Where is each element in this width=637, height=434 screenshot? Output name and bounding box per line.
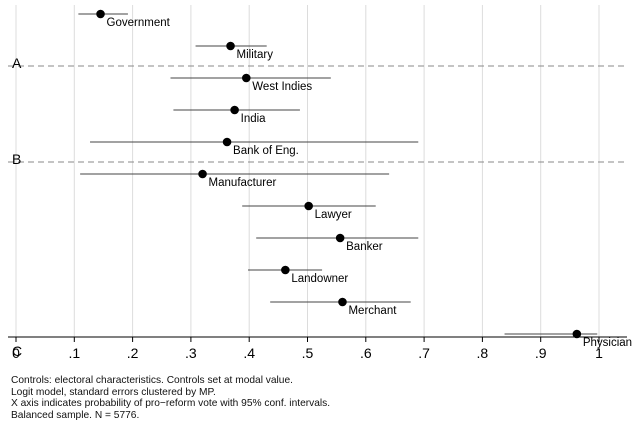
point-label: India: [241, 113, 267, 125]
note-line: Balanced sample. N = 5776.: [11, 409, 140, 421]
estimate-point: [222, 137, 232, 147]
point-label: Military: [237, 49, 274, 61]
x-axis: 0 .1 .2 .3 .4 .5 .6 .7 .8 .9 1: [12, 337, 603, 361]
x-tick-label: .6: [360, 345, 372, 361]
estimates: Government Military West Indies India Bank o…: [78, 9, 632, 349]
x-tick-label: .9: [535, 345, 547, 361]
plot-area: [8, 5, 627, 337]
point-label: Bank of Eng.: [233, 145, 299, 157]
x-tick-label: 1: [595, 345, 603, 361]
group-labels: A B C: [12, 55, 22, 359]
estimate-point: [96, 9, 105, 19]
estimate-point: [338, 297, 347, 307]
point-label: Banker: [346, 241, 383, 253]
x-tick-label: .4: [243, 345, 255, 361]
chart-notes: Controls: electoral characteristics. Con…: [11, 375, 330, 421]
point-label: West Indies: [252, 81, 312, 93]
note-line: Controls: electoral characteristics. Con…: [11, 375, 293, 386]
x-tick-label: .3: [185, 345, 197, 361]
estimate-point: [281, 265, 290, 275]
x-tick-label: 0: [12, 345, 20, 361]
x-tick-label: .5: [302, 345, 314, 361]
x-tick-label: .7: [418, 345, 430, 361]
estimate-point: [241, 73, 251, 83]
x-tick-label: .2: [127, 345, 139, 361]
group-label: A: [12, 55, 22, 71]
group-label: B: [12, 151, 21, 167]
point-label: Physician: [583, 337, 632, 349]
group-label: C: [12, 343, 22, 359]
estimate-point: [304, 201, 313, 211]
point-label: Landowner: [291, 273, 348, 285]
note-line: Logit model, standard errors clustered b…: [11, 386, 216, 398]
note-line: X axis indicates probability of pro−refo…: [11, 398, 331, 410]
estimate-point: [230, 105, 239, 115]
point-label: Lawyer: [315, 209, 352, 221]
estimate-point: [198, 169, 207, 179]
coefficient-plot: Government Military West Indies India Bank o…: [8, 5, 632, 361]
x-tick-label: .8: [477, 345, 489, 361]
gridlines: [15, 5, 600, 337]
estimate-point: [335, 233, 345, 243]
point-label: Manufacturer: [209, 177, 277, 189]
x-tick-label: .1: [68, 345, 80, 361]
estimate-point: [226, 41, 235, 51]
point-label: Government: [107, 17, 171, 29]
estimate-point: [572, 329, 582, 339]
point-label: Merchant: [348, 305, 397, 317]
group-separators: [8, 65, 627, 163]
